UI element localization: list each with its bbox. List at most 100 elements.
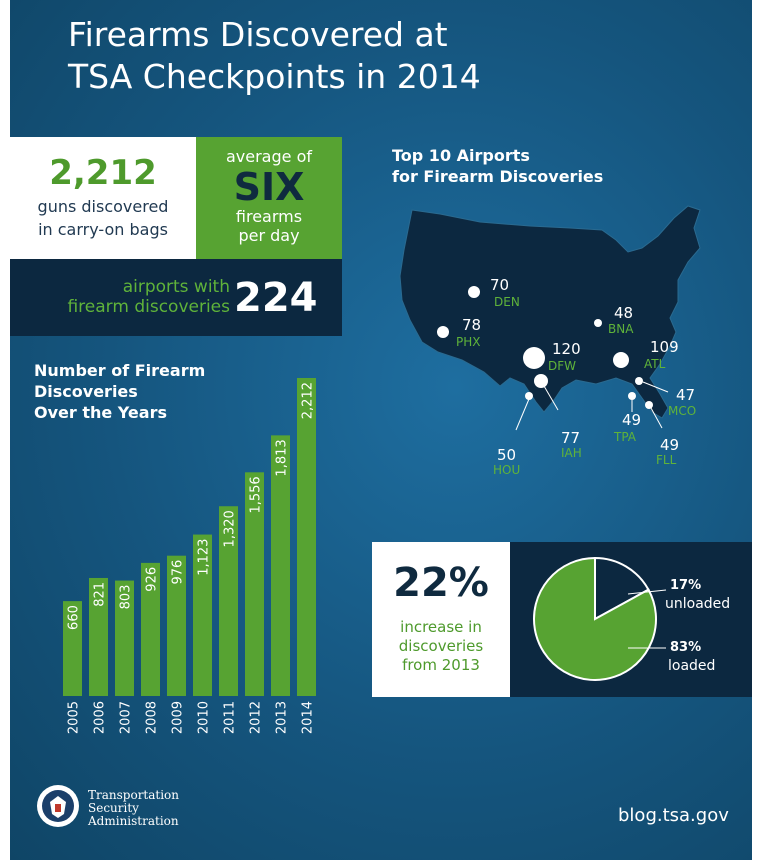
bar-year-label: 2008 <box>145 701 160 734</box>
bar-year-label: 2012 <box>249 701 264 734</box>
bar-2013 <box>271 435 290 696</box>
airport-value-mco: 47 <box>676 386 695 404</box>
bar-title-line-2: Discoveries <box>34 382 138 401</box>
bar-year-label: 2005 <box>67 701 82 734</box>
agency-name: Transportation Security Administration <box>88 789 179 828</box>
map-title-line-2: for Firearm Discoveries <box>392 167 604 186</box>
airport-code-bna: BNA <box>608 322 634 336</box>
pie-label-unloaded: unloaded <box>665 596 730 612</box>
average-stat-box: average of SIX firearms per day <box>196 137 342 259</box>
guns-label-2: in carry-on bags <box>38 220 168 239</box>
airports-number: 224 <box>234 275 318 321</box>
bar-value-label: 926 <box>145 567 160 592</box>
pie-slice-unloaded <box>594 556 650 621</box>
airport-code-den: DEN <box>494 295 520 309</box>
airport-code-atl: ATL <box>644 357 666 371</box>
bar-value-label: 976 <box>171 560 186 585</box>
avg-label-1: average of <box>225 147 312 166</box>
title-line-2: TSA Checkpoints in 2014 <box>68 57 481 96</box>
airport-value-tpa: 49 <box>622 411 641 429</box>
guns-label-1: guns discovered <box>37 197 169 216</box>
airport-value-iah: 77 <box>561 429 580 447</box>
airport-dot-iah <box>534 374 548 388</box>
bar-value-label: 1,556 <box>249 476 264 513</box>
airport-code-dfw: DFW <box>548 359 576 373</box>
airport-value-bna: 48 <box>614 304 633 322</box>
bar-2011 <box>219 506 238 696</box>
pie-chart: 17% unloaded 83% loaded <box>533 556 730 681</box>
bar-value-label: 660 <box>67 605 82 630</box>
bar-title-line-1: Number of Firearm <box>34 361 206 380</box>
airport-code-hou: HOU <box>493 463 520 477</box>
bar-chart: 660 2005 821 2006 803 2007 926 2008 976 2009 1,123… <box>63 378 316 734</box>
bar-2007 <box>115 580 134 696</box>
avg-label-3: per day <box>238 226 300 245</box>
bar-value-label: 2,212 <box>301 382 316 419</box>
increase-line-1: increase in <box>400 618 482 636</box>
bar-year-label: 2014 <box>301 701 316 734</box>
airport-dot-den <box>468 286 480 298</box>
agency-line-1: Transportation <box>88 788 180 802</box>
airport-code-tpa: TPA <box>613 430 637 444</box>
guns-stat-box: 2,212 guns discovered in carry-on bags <box>10 137 196 259</box>
title-line-1: Firearms Discovered at <box>68 15 448 54</box>
leader-line-mco <box>642 381 669 393</box>
airport-dot-bna <box>594 319 602 327</box>
bar-value-label: 821 <box>93 582 108 607</box>
airports-label-1: airports with <box>122 277 230 297</box>
increase-line-3: from 2013 <box>402 656 480 674</box>
increase-line-2: discoveries <box>398 637 484 655</box>
bar-year-label: 2011 <box>223 701 238 734</box>
map-title: Top 10 Airports for Firearm Discoveries <box>392 145 652 187</box>
airport-dot-tpa <box>628 392 636 400</box>
increase-box: 22% increase in discoveries from 2013 <box>372 542 510 697</box>
airport-dot-atl <box>613 352 629 368</box>
bar-2005 <box>63 601 82 696</box>
leader-line-hou <box>515 398 530 431</box>
airport-code-mco: MCO <box>668 404 696 418</box>
bar-year-label: 2006 <box>93 701 108 734</box>
bar-2008 <box>141 562 160 696</box>
page-title: Firearms Discovered at TSA Checkpoints i… <box>68 14 708 98</box>
bar-year-label: 2013 <box>275 701 290 734</box>
airport-dot-dfw <box>523 347 545 369</box>
leader-line-iah <box>543 385 559 411</box>
bar-value-label: 803 <box>119 585 134 610</box>
bar-value-label: 1,123 <box>197 539 212 576</box>
infographic: Firearms Discovered at TSA Checkpoints i… <box>10 0 752 860</box>
pie-leader-unloaded <box>627 589 667 595</box>
bar-value-label: 1,813 <box>275 439 290 476</box>
airport-value-phx: 78 <box>462 316 481 334</box>
bar-2006 <box>89 577 108 696</box>
bar-2012 <box>245 472 264 696</box>
pie-label-loaded-pct: 83% <box>670 640 701 655</box>
airports-label-2: firearm discoveries <box>67 297 230 317</box>
bar-title-line-3: Over the Years <box>34 403 167 422</box>
airport-code-phx: PHX <box>456 335 480 349</box>
airport-dot-phx <box>437 326 449 338</box>
leader-line-fll <box>650 407 663 429</box>
avg-label-2: firearms <box>235 207 303 226</box>
airport-dot-mco <box>635 377 643 385</box>
airport-value-hou: 50 <box>497 446 516 464</box>
bar-2009 <box>167 555 186 696</box>
airport-value-dfw: 120 <box>552 340 581 358</box>
airport-dot-fll <box>645 401 653 409</box>
agency-line-3: Administration <box>88 814 179 828</box>
dhs-seal-icon <box>37 785 79 827</box>
airports-label: airports with firearm discoveries <box>26 277 230 317</box>
airports-stat-box: airports with firearm discoveries 224 <box>10 259 342 336</box>
bar-chart-title: Number of Firearm Discoveries Over the Y… <box>34 360 234 423</box>
bar-year-label: 2007 <box>119 701 134 734</box>
pie-slice-loaded <box>533 556 657 681</box>
guns-number: 2,212 <box>49 153 157 193</box>
pie-label-unloaded-pct: 17% <box>670 578 701 593</box>
increase-desc: increase in discoveries from 2013 <box>372 618 510 675</box>
increase-pct: 22% <box>393 560 489 606</box>
footer-url: blog.tsa.gov <box>618 805 729 826</box>
avg-number: SIX <box>233 165 305 209</box>
bar-value-label: 1,320 <box>223 510 238 547</box>
agency-line-2: Security <box>88 801 139 815</box>
bar-2014 <box>297 378 316 696</box>
